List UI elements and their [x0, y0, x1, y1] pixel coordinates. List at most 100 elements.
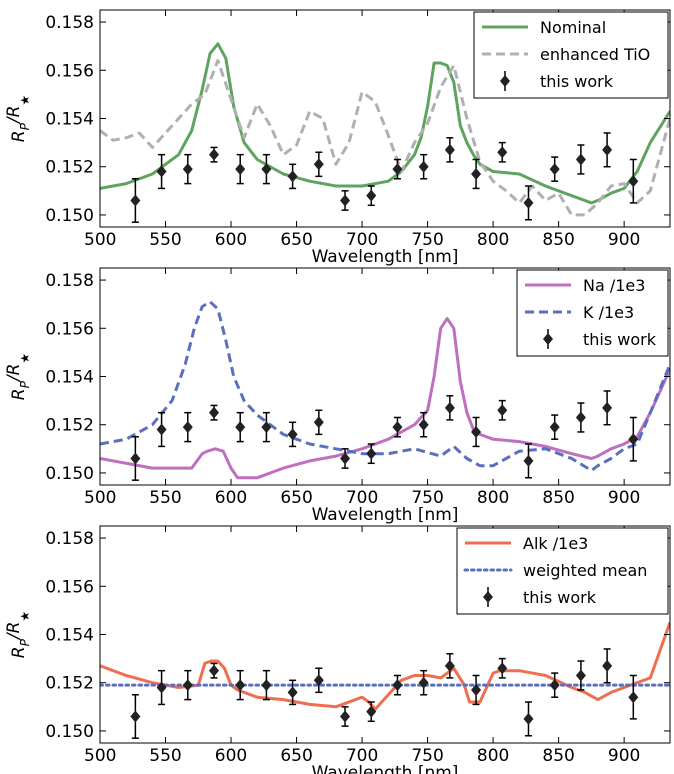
- diamond-marker: [575, 153, 586, 166]
- diamond-marker: [575, 411, 586, 424]
- diamond-marker: [130, 194, 141, 207]
- diamond-marker: [182, 421, 193, 434]
- data-point: [313, 409, 324, 436]
- data-point: [575, 144, 586, 175]
- data-point: [549, 414, 560, 440]
- x-tick-label: 650: [280, 488, 312, 508]
- data-point: [497, 657, 508, 679]
- y-tick-label: 0.158: [45, 529, 94, 549]
- diamond-marker: [235, 421, 246, 434]
- diamond-marker: [287, 428, 298, 441]
- data-point: [497, 399, 508, 421]
- data-point: [418, 153, 429, 180]
- x-axis-label: Wavelength [nm]: [312, 247, 459, 267]
- x-tick-label: 750: [411, 230, 443, 250]
- x-tick-label: 500: [84, 488, 116, 508]
- diamond-marker: [549, 679, 560, 692]
- data-point: [287, 421, 298, 448]
- chart-panel-3: 0.150 0.152 0.154 0.156 0.158 500 550 600 650 700…: [4, 525, 671, 774]
- x-tick-label: 750: [411, 488, 443, 508]
- diamond-marker: [261, 679, 272, 692]
- data-point: [523, 185, 534, 221]
- diamond-marker: [602, 659, 613, 672]
- data-point: [497, 141, 508, 163]
- y-tick-label: 0.154: [45, 110, 94, 130]
- diamond-marker: [130, 710, 141, 723]
- x-tick-label: 500: [84, 230, 116, 250]
- y-axis-label-part: P: [18, 638, 32, 646]
- y-tick-label: 0.154: [45, 626, 94, 646]
- data-point: [628, 158, 639, 204]
- diamond-marker: [366, 189, 377, 202]
- diamond-marker: [549, 421, 560, 434]
- y-axis-label-part: /R: [4, 364, 24, 384]
- diamond-marker: [497, 146, 508, 159]
- diamond-marker: [602, 143, 613, 156]
- y-axis-label-part: P: [18, 122, 32, 130]
- legend-label: this work: [540, 72, 614, 91]
- data-point: [182, 411, 193, 443]
- diamond-marker: [287, 686, 298, 699]
- diamond-marker: [575, 669, 586, 682]
- data-point: [392, 674, 403, 696]
- y-axis-label-part: /R: [4, 622, 24, 642]
- y-tick-label: 0.156: [45, 319, 94, 339]
- diamond-marker: [209, 406, 219, 419]
- data-point: [392, 158, 403, 180]
- legend-label: this work: [583, 330, 657, 349]
- x-tick-label: 900: [608, 488, 640, 508]
- x-tick-label: 600: [215, 746, 247, 766]
- x-tick-label: 550: [149, 488, 181, 508]
- x-tick-label: 700: [346, 488, 378, 508]
- chart-panel-2: 0.150 0.152 0.154 0.156 0.158 500 550 600 650 700…: [4, 267, 671, 525]
- x-tick-label: 900: [608, 746, 640, 766]
- data-point: [235, 411, 246, 443]
- data-point: [261, 669, 272, 701]
- diamond-marker: [313, 416, 324, 429]
- legend-label: Alk /1e3: [523, 534, 588, 553]
- y-axis-label-part: R: [9, 646, 29, 658]
- diamond-marker: [628, 175, 639, 188]
- y-tick-label: 0.156: [45, 61, 94, 81]
- x-tick-label: 600: [215, 230, 247, 250]
- data-point: [444, 653, 455, 679]
- data-point: [602, 390, 613, 426]
- legend-label: enhanced TiO: [540, 45, 650, 64]
- y-axis-label-part: ★: [18, 95, 32, 106]
- diamond-marker: [209, 664, 219, 677]
- y-axis-label-part: ★: [18, 353, 32, 364]
- y-axis-label-part: R: [9, 388, 29, 400]
- legend-label: Na /1e3: [583, 276, 645, 295]
- data-point: [575, 660, 586, 691]
- x-tick-label: 650: [280, 230, 312, 250]
- data-point: [340, 190, 351, 211]
- data-point: [340, 448, 351, 469]
- x-tick-label: 600: [215, 488, 247, 508]
- legend: Na /1e3 K /1e3 this work: [516, 269, 669, 357]
- diamond-marker: [340, 710, 351, 723]
- y-tick-label: 0.152: [45, 416, 94, 436]
- diamond-marker: [471, 683, 482, 696]
- diamond-marker: [471, 425, 482, 438]
- data-point: [366, 185, 377, 207]
- data-point: [471, 416, 482, 448]
- legend-label: this work: [523, 588, 597, 607]
- plot-area: [100, 300, 670, 481]
- plot-area: [100, 621, 670, 739]
- data-point: [313, 151, 324, 178]
- data-point: [471, 158, 482, 190]
- data-point: [156, 153, 167, 190]
- diamond-marker: [209, 148, 219, 161]
- diamond-marker: [471, 167, 482, 180]
- legend-diamond-marker: [543, 333, 553, 345]
- legend-diamond-marker: [500, 75, 510, 87]
- diamond-marker: [156, 165, 167, 178]
- data-point: [523, 443, 534, 479]
- y-axis-label: RP/R★: [4, 611, 32, 658]
- data-point: [628, 674, 639, 720]
- y-axis-label-part: P: [18, 380, 32, 388]
- y-axis-label-part: /R: [4, 106, 24, 126]
- data-point: [444, 395, 455, 421]
- diamond-marker: [444, 401, 455, 414]
- y-tick-label: 0.150: [45, 464, 94, 484]
